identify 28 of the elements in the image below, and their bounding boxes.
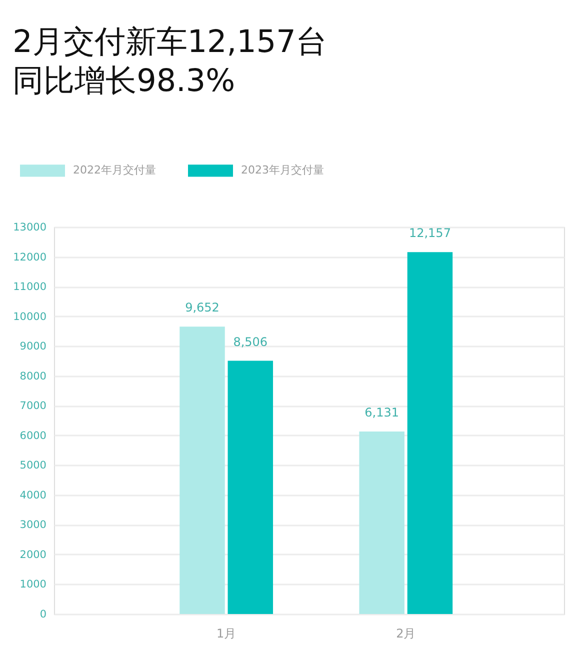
- bar: [359, 431, 404, 614]
- bar: [407, 252, 453, 614]
- bar: [180, 326, 225, 614]
- y-tick-label: 6000: [20, 430, 46, 442]
- y-tick-label: 5000: [20, 460, 46, 472]
- y-tick-label: 8000: [20, 370, 46, 382]
- y-tick-label: 12000: [13, 251, 46, 264]
- y-tick-label: 7000: [20, 400, 46, 412]
- bar: [228, 360, 274, 614]
- y-tick-label: 11000: [13, 281, 46, 294]
- y-tick-label: 3000: [20, 519, 46, 532]
- data-label: 6,131: [364, 405, 400, 420]
- data-label: 9,652: [185, 300, 220, 315]
- y-tick-label: 0: [40, 608, 46, 620]
- y-tick-label: 2000: [20, 548, 46, 561]
- y-tick-label: 4000: [20, 489, 46, 502]
- legend-label: 2022年月交付量: [73, 164, 156, 177]
- x-tick-label: 2月: [396, 626, 416, 640]
- y-tick-label: 1000: [20, 578, 46, 591]
- y-tick-label: 10000: [13, 310, 46, 323]
- data-label: 8,506: [233, 334, 268, 349]
- x-tick-label: 1月: [216, 626, 236, 640]
- y-tick-label: 9000: [20, 340, 46, 353]
- legend-label: 2023年月交付量: [241, 164, 324, 177]
- y-tick-label: 13000: [13, 222, 46, 234]
- data-label: 12,157: [408, 226, 451, 240]
- chart-title: 2月交付新车12,157台: [12, 24, 327, 60]
- chart-subtitle: 同比增长98.3%: [12, 63, 236, 99]
